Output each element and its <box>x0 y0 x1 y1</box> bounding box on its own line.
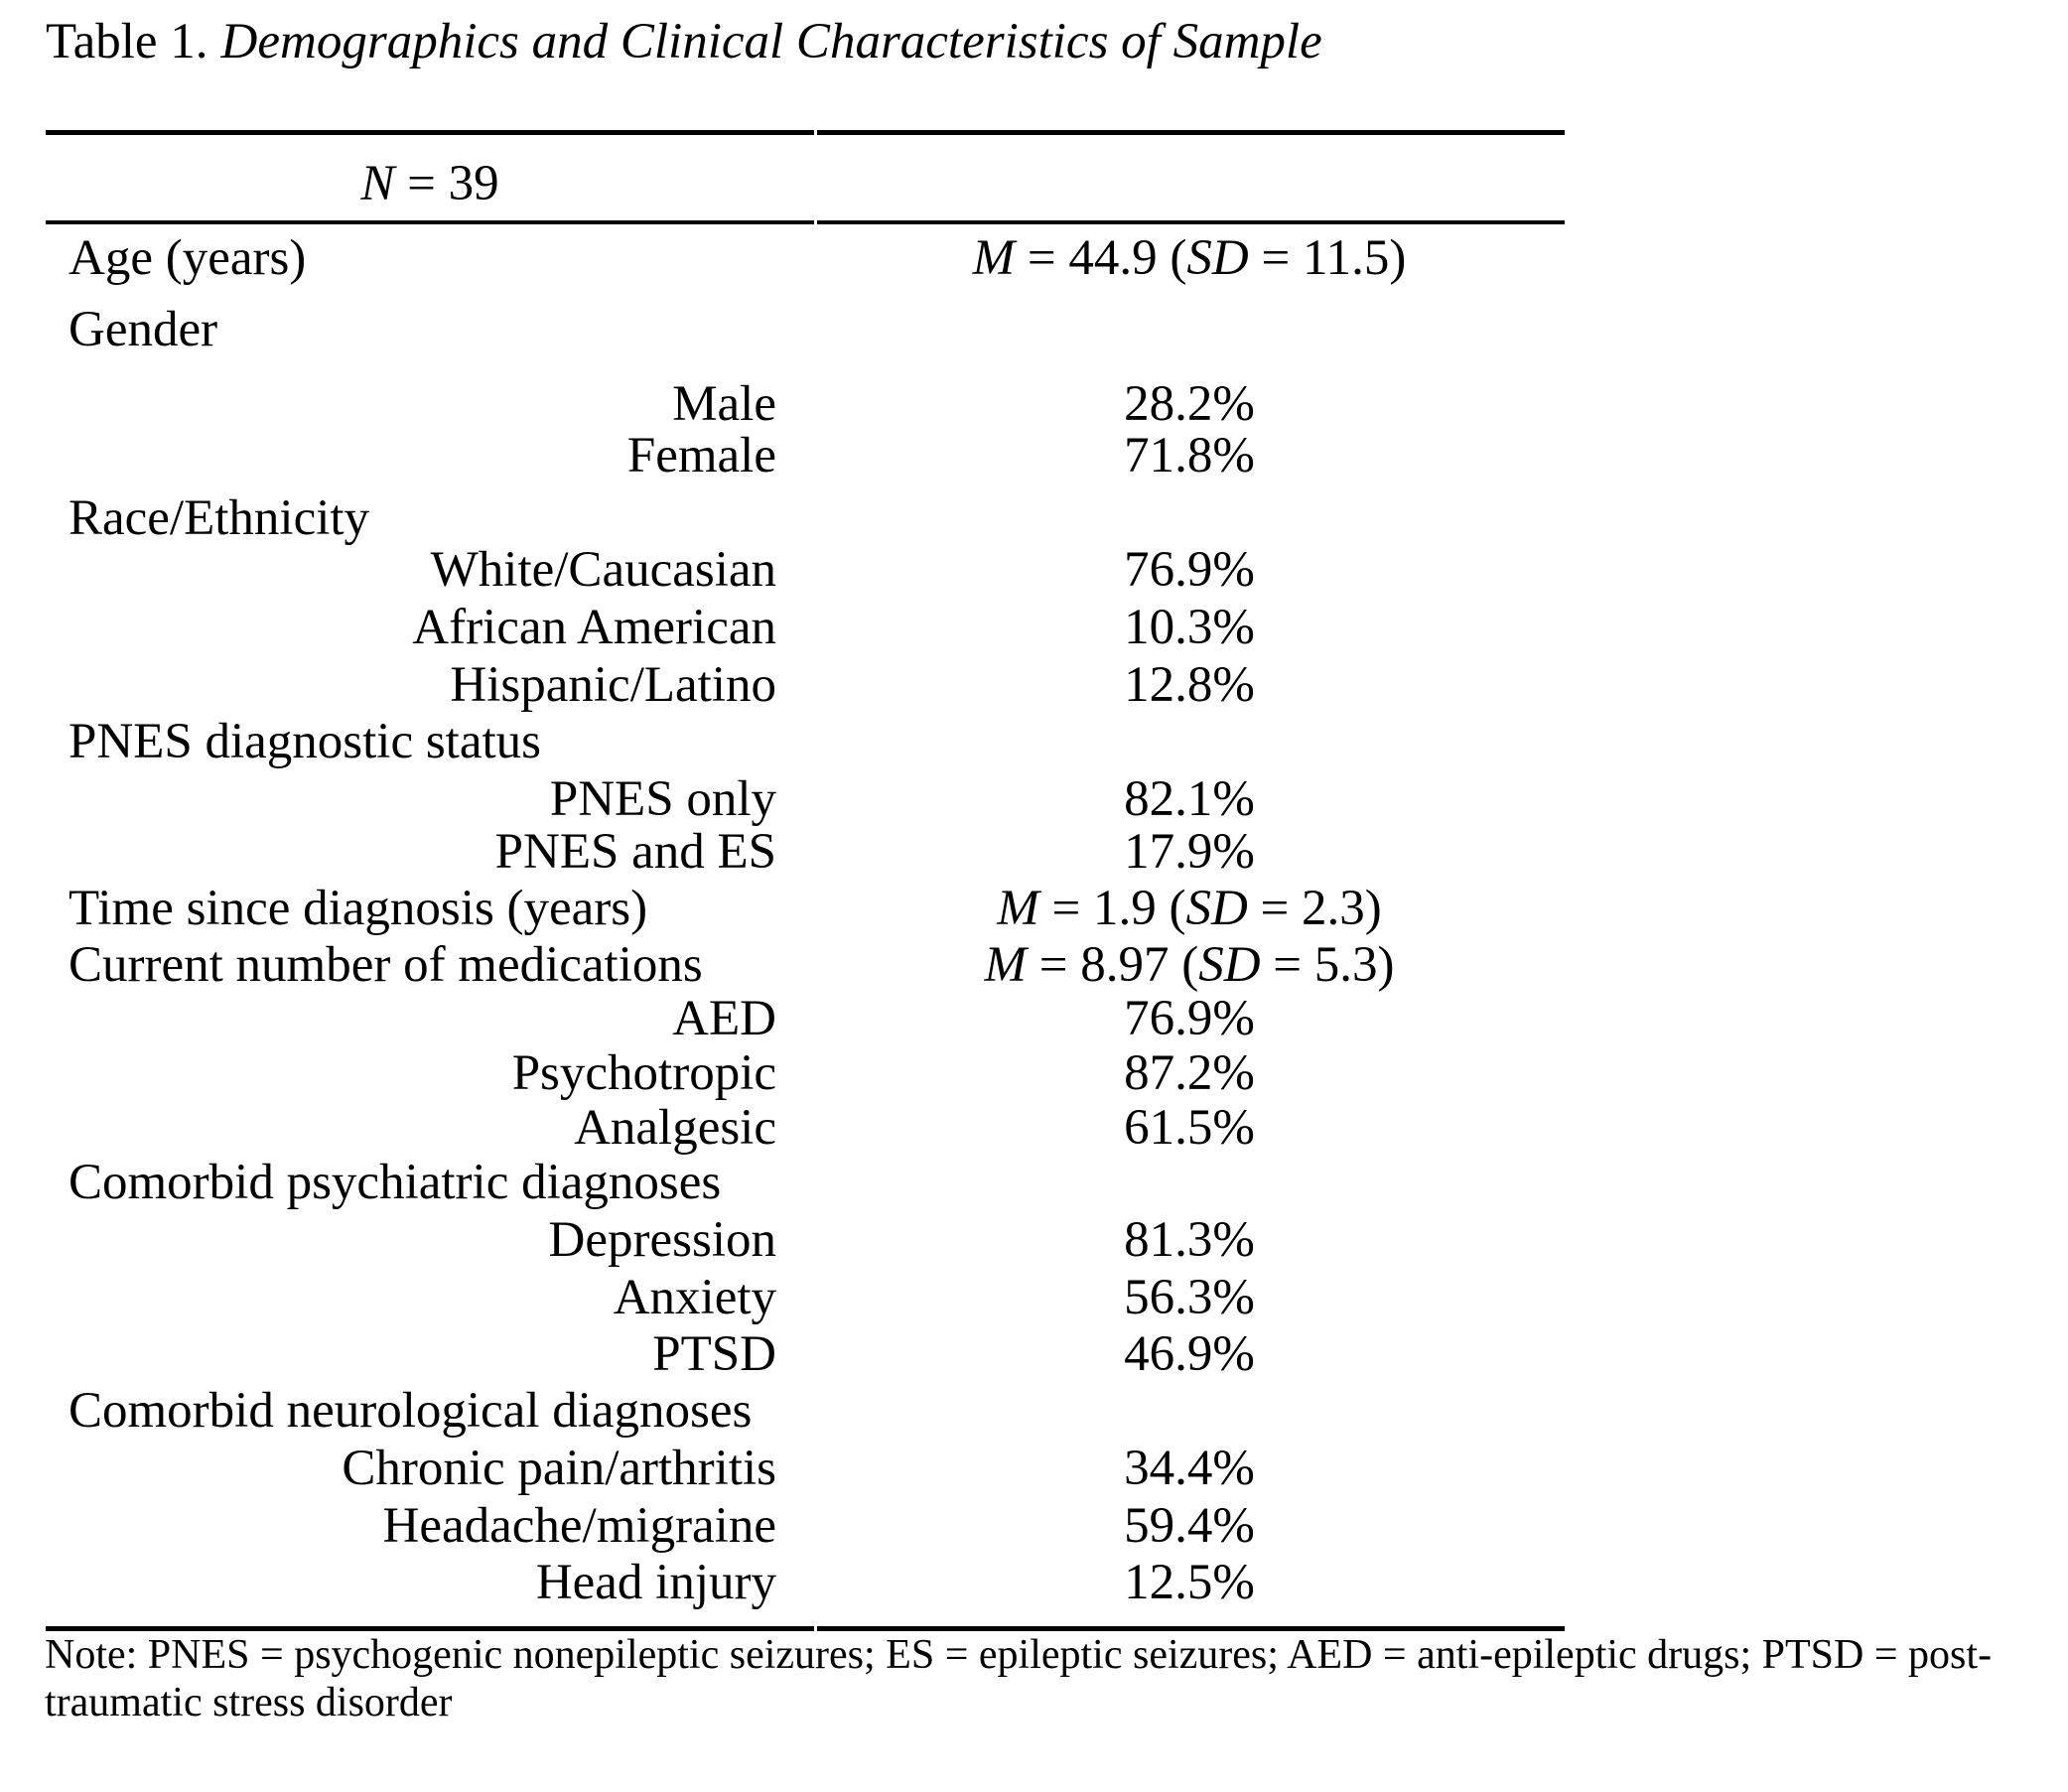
row-value: 12.8% <box>1124 657 1255 713</box>
table-row: Comorbid psychiatric diagnoses <box>46 1158 1565 1208</box>
row-label-item: PNES only <box>549 771 776 827</box>
row-value: 76.9% <box>1124 542 1255 598</box>
table-note: Note: PNES = psychogenic nonepileptic se… <box>45 1631 2045 1726</box>
table-row: PNES only 82.1% <box>46 774 1565 825</box>
table-caption: Table 1. Demographics and Clinical Charac… <box>46 17 1322 68</box>
row-label-item: Chronic pain/arthritis <box>342 1441 776 1496</box>
row-label-item: White/Caucasian <box>430 542 776 598</box>
row-value: M = 1.9 (SD = 2.3) <box>997 881 1382 936</box>
table-row: Depression 81.3% <box>46 1215 1565 1266</box>
row-label-item: Hispanic/Latino <box>450 657 776 713</box>
table-row: PNES and ES 17.9% <box>46 827 1565 878</box>
row-label-item: Depression <box>548 1212 776 1268</box>
row-label-item: AED <box>672 991 776 1046</box>
table-row: Race/Ethnicity <box>46 493 1565 544</box>
row-value: 12.5% <box>1124 1555 1255 1610</box>
row-label-item: PNES and ES <box>494 824 776 880</box>
sample-size-header: N = 39 <box>360 156 499 211</box>
row-label-item: Female <box>626 428 776 483</box>
table-row: PTSD 46.9% <box>46 1329 1565 1380</box>
table-row: Female 71.8% <box>46 431 1565 482</box>
table-row: Psychotropic 87.2% <box>46 1048 1565 1099</box>
row-value <box>814 1386 1565 1437</box>
row-label-category: Comorbid psychiatric diagnoses <box>69 1155 722 1210</box>
table-row: Current number of medications M = 8.97 (S… <box>46 940 1565 991</box>
row-label-item: African American <box>412 600 776 655</box>
table-row: Time since diagnosis (years) M = 1.9 (SD … <box>46 884 1565 934</box>
row-label-category: Comorbid neurological diagnoses <box>69 1383 753 1439</box>
table-row: Hispanic/Latino 12.8% <box>46 660 1565 711</box>
row-label-item: PTSD <box>652 1326 776 1382</box>
row-label-category: Time since diagnosis (years) <box>69 881 648 936</box>
table-row: AED 76.9% <box>46 994 1565 1044</box>
row-value: M = 8.97 (SD = 5.3) <box>984 937 1395 993</box>
row-label-category: Gender <box>69 302 218 357</box>
table-caption-number: Table 1. <box>46 14 208 69</box>
row-value: 76.9% <box>1124 991 1255 1046</box>
row-value <box>814 305 1565 355</box>
table-caption-title: Demographics and Clinical Characteristic… <box>220 14 1322 69</box>
row-value: 17.9% <box>1124 824 1255 880</box>
column-divider-gap <box>814 1626 817 1631</box>
table-row: Anxiety 56.3% <box>46 1273 1565 1323</box>
table-row: White/Caucasian 76.9% <box>46 545 1565 596</box>
row-value: 61.5% <box>1124 1100 1255 1156</box>
table-row: Comorbid neurological diagnoses <box>46 1386 1565 1437</box>
table-row: Male 28.2% <box>46 379 1565 430</box>
row-label-category: PNES diagnostic status <box>69 714 542 769</box>
row-value <box>814 1158 1565 1208</box>
row-value: 82.1% <box>1124 771 1255 827</box>
row-value: 71.8% <box>1124 428 1255 483</box>
row-label-item: Anxiety <box>613 1270 776 1325</box>
table-header-rule <box>46 220 1565 224</box>
table-row: Headache/migraine 59.4% <box>46 1501 1565 1552</box>
row-value: 46.9% <box>1124 1326 1255 1382</box>
note-line-2: traumatic stress disorder <box>45 1680 453 1725</box>
row-label-item: Headache/migraine <box>382 1498 776 1554</box>
row-value: 56.3% <box>1124 1270 1255 1325</box>
row-value: M = 44.9 (SD = 11.5) <box>972 230 1407 286</box>
table-row: Chronic pain/arthritis 34.4% <box>46 1444 1565 1494</box>
row-label-category: Race/Ethnicity <box>69 490 370 546</box>
row-value <box>814 493 1565 544</box>
row-value: 81.3% <box>1124 1212 1255 1268</box>
row-value: 59.4% <box>1124 1498 1255 1554</box>
table-row: Gender <box>46 305 1565 355</box>
row-label-category: Current number of medications <box>69 937 703 993</box>
row-value: 10.3% <box>1124 600 1255 655</box>
table-row: PNES diagnostic status <box>46 717 1565 767</box>
row-label-item: Male <box>672 376 776 432</box>
table-bottom-rule <box>46 1626 1565 1631</box>
column-divider-gap <box>814 130 817 135</box>
row-value: 87.2% <box>1124 1045 1255 1101</box>
table-row: Head injury 12.5% <box>46 1558 1565 1608</box>
row-label-item: Head injury <box>535 1555 776 1610</box>
table-top-rule <box>46 130 1565 135</box>
table-row: Age (years) M = 44.9 (SD = 11.5) <box>46 233 1565 284</box>
row-label-item: Analgesic <box>574 1100 776 1156</box>
note-line-1: Note: PNES = psychogenic nonepileptic se… <box>45 1632 1993 1678</box>
row-value <box>814 717 1565 767</box>
table-row: African American 10.3% <box>46 603 1565 653</box>
row-value: 34.4% <box>1124 1441 1255 1496</box>
column-divider-gap <box>814 220 817 224</box>
row-value: 28.2% <box>1124 376 1255 432</box>
row-label-category: Age (years) <box>69 230 307 286</box>
table-row: Analgesic 61.5% <box>46 1103 1565 1154</box>
row-label-item: Psychotropic <box>511 1045 776 1101</box>
